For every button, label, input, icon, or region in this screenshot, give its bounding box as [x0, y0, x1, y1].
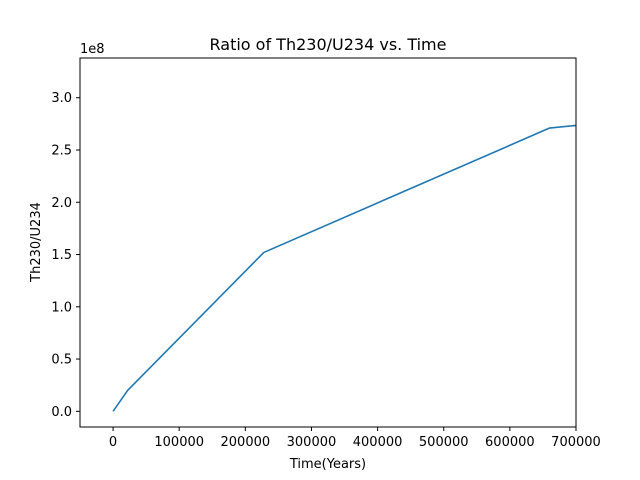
x-tick-label: 200000: [221, 435, 271, 450]
x-tick-label: 700000: [551, 435, 601, 450]
x-axis: 0 100000 200000 300000 400000 500000 600000 700…: [109, 427, 601, 450]
plot-frame: [79, 57, 577, 428]
x-tick-label: 0: [109, 435, 117, 450]
y-tick-label: 1.5: [51, 248, 72, 263]
x-tick-label: 100000: [154, 435, 204, 450]
x-tick-label: 400000: [353, 435, 403, 450]
series-layer: [112, 124, 576, 412]
plot-area: [112, 124, 576, 412]
y-tick-label: 3.0: [51, 91, 72, 106]
x-tick-label: 300000: [287, 435, 337, 450]
y-tick-label: 2.0: [51, 196, 72, 211]
y-tick-label: 1.0: [51, 300, 72, 315]
chart-title: Ratio of Th230/U234 vs. Time: [210, 35, 447, 54]
y-tick-label: 0.5: [51, 353, 72, 368]
x-tick-label: 500000: [419, 435, 469, 450]
y-tick-label: 0.0: [51, 405, 72, 420]
y-tick-label: 2.5: [51, 143, 72, 158]
series-line: [112, 124, 576, 412]
x-tick-label: 600000: [485, 435, 535, 450]
y-axis: 0.0 0.5 1.0 1.5 2.0 2.5 3.0: [51, 91, 80, 420]
x-axis-label: Time(Years): [289, 457, 366, 472]
y-axis-offset-label: 1e8: [80, 42, 105, 57]
y-axis-label: Th230/U234: [29, 202, 44, 283]
